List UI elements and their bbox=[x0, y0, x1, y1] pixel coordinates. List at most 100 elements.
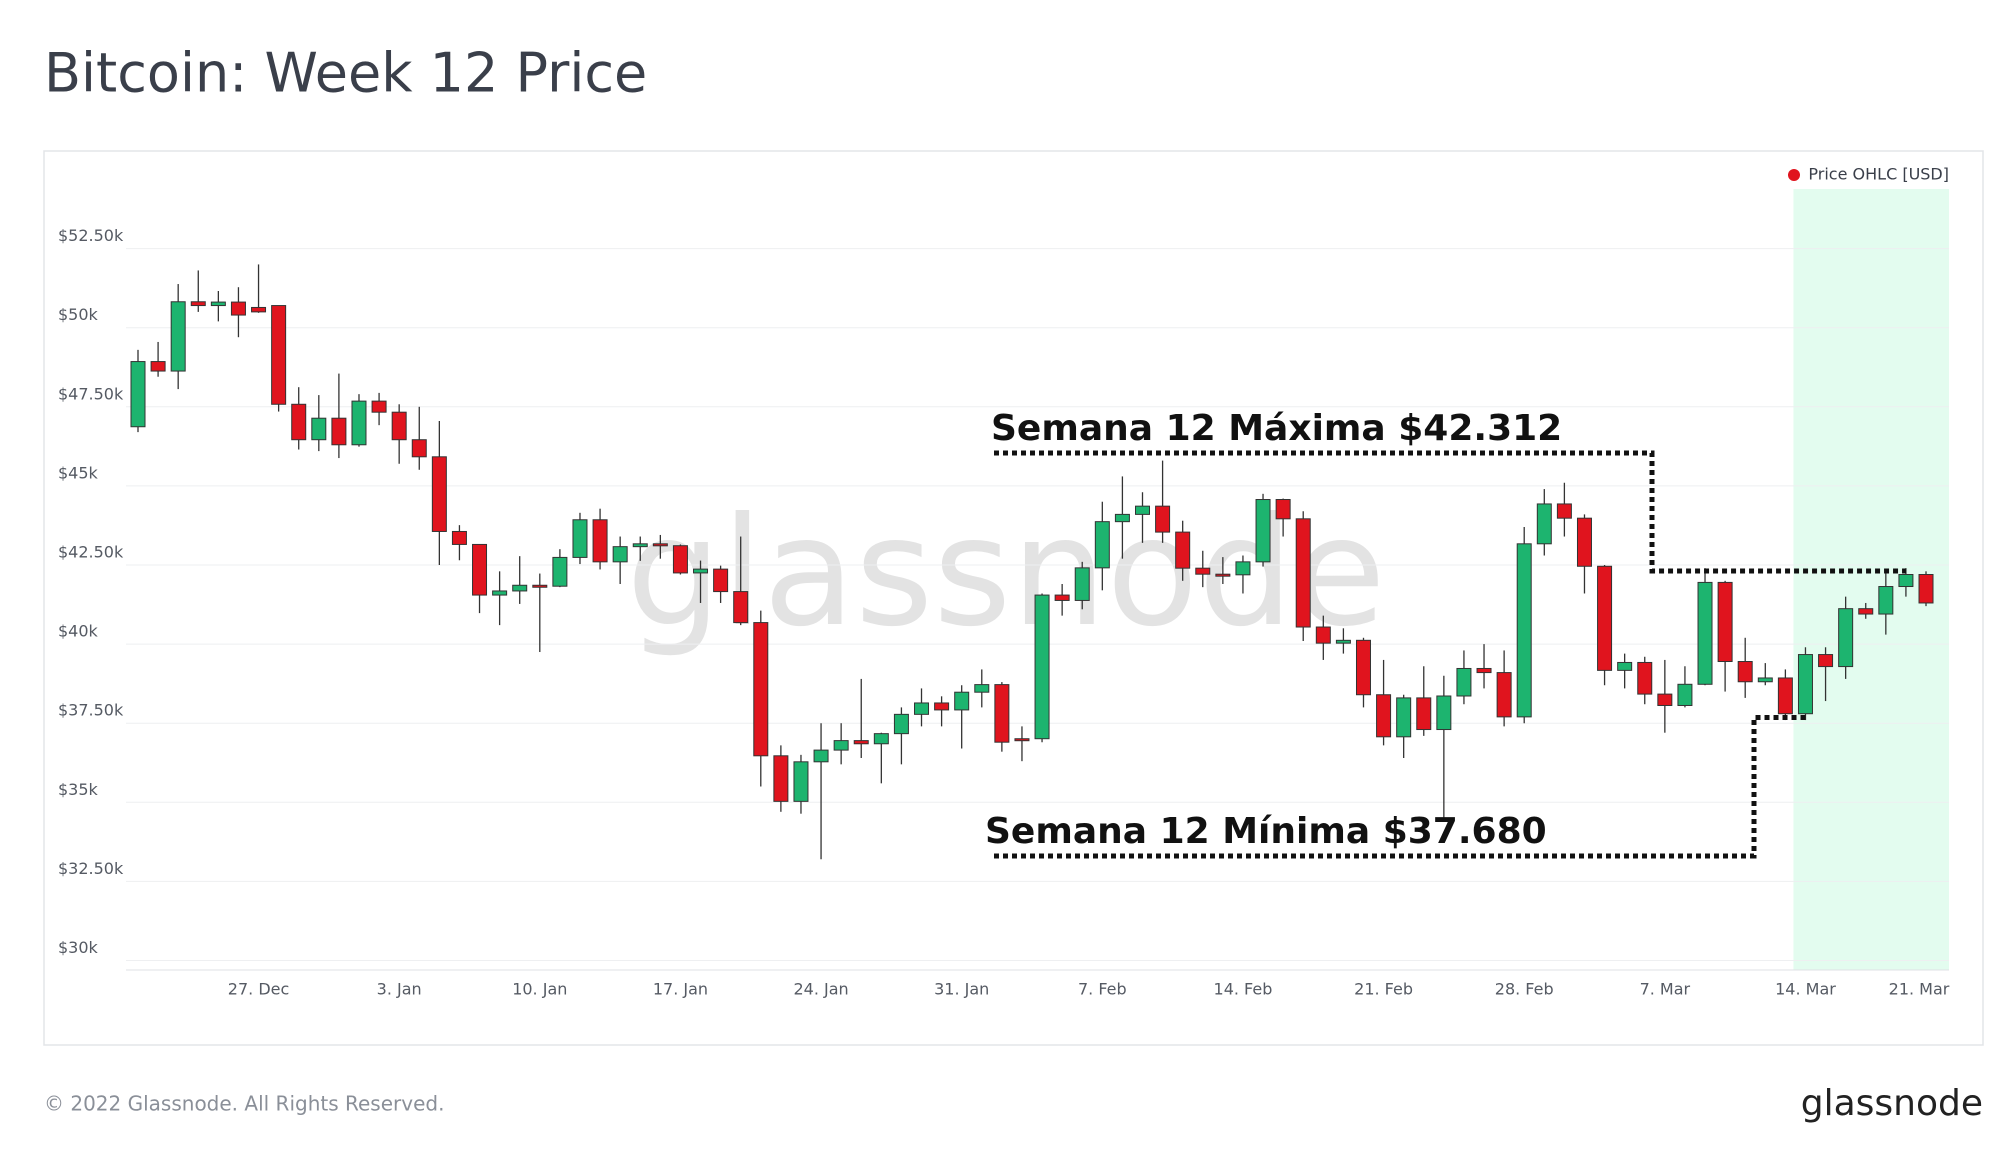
candle-body bbox=[1235, 561, 1251, 576]
candle-body bbox=[572, 519, 588, 558]
candle-body bbox=[431, 456, 447, 532]
y-tick-label: $52.50k bbox=[58, 226, 124, 245]
candle-body bbox=[351, 400, 367, 446]
x-tick-label: 7. Mar bbox=[1640, 980, 1691, 999]
candle-body bbox=[1617, 661, 1633, 671]
candle-body bbox=[1797, 654, 1813, 715]
candle-body bbox=[512, 584, 528, 592]
candle-body bbox=[1838, 608, 1854, 668]
candle-body bbox=[1175, 531, 1191, 569]
candle-body bbox=[1737, 661, 1753, 683]
candle-body bbox=[1818, 654, 1834, 668]
candle-body bbox=[632, 543, 648, 548]
candle-body bbox=[672, 545, 688, 574]
candle-body bbox=[552, 556, 568, 587]
candle-body bbox=[1436, 695, 1452, 731]
candle-body bbox=[291, 403, 307, 441]
y-tick-label: $37.50k bbox=[58, 701, 124, 720]
candle-body bbox=[1878, 586, 1894, 615]
candle-body bbox=[190, 301, 206, 307]
y-tick-label: $50k bbox=[58, 305, 99, 324]
candle-body bbox=[1114, 513, 1130, 523]
candle-body bbox=[652, 543, 668, 547]
candle-body bbox=[773, 755, 789, 802]
x-tick-label: 31. Jan bbox=[934, 980, 989, 999]
candle-body bbox=[1034, 594, 1050, 740]
x-tick-label: 21. Mar bbox=[1889, 980, 1950, 999]
candle-body bbox=[1657, 693, 1673, 706]
candle-body bbox=[693, 568, 709, 574]
candle-body bbox=[1074, 567, 1090, 601]
candle-body bbox=[1456, 667, 1472, 697]
candle-body bbox=[1677, 683, 1693, 706]
candle-body bbox=[1777, 677, 1793, 715]
candle-body bbox=[1094, 521, 1110, 569]
candle-body bbox=[1757, 677, 1773, 683]
candle-body bbox=[1516, 543, 1532, 718]
y-tick-label: $47.50k bbox=[58, 384, 124, 403]
candle-body bbox=[1556, 503, 1572, 519]
candle-body bbox=[934, 702, 950, 711]
y-tick-label: $40k bbox=[58, 622, 99, 641]
x-tick-label: 27. Dec bbox=[228, 980, 290, 999]
chart-frame bbox=[43, 150, 1984, 1046]
x-tick-label: 21. Feb bbox=[1354, 980, 1413, 999]
annotation-label: Semana 12 Máxima $42.312 bbox=[991, 408, 1562, 449]
footer: © 2022 Glassnode. All Rights Reserved. bbox=[44, 1092, 444, 1116]
candle-body bbox=[893, 713, 909, 735]
candle-body bbox=[813, 749, 829, 763]
logo: glassnode bbox=[1801, 1083, 1983, 1124]
candle-body bbox=[1476, 667, 1492, 674]
candle-body bbox=[130, 361, 146, 428]
candle-body bbox=[170, 301, 186, 372]
candle-body bbox=[1315, 626, 1331, 644]
candle-body bbox=[1496, 672, 1512, 718]
candle-body bbox=[954, 691, 970, 711]
candle-body bbox=[1275, 499, 1291, 520]
candle-body bbox=[1416, 697, 1432, 731]
candle-body bbox=[1195, 567, 1211, 575]
y-tick-label: $32.50k bbox=[58, 859, 124, 878]
candle-body bbox=[492, 590, 508, 596]
candle-body bbox=[974, 684, 990, 693]
candle-body bbox=[210, 301, 226, 307]
candle-body bbox=[251, 306, 267, 313]
candle-body bbox=[592, 519, 608, 563]
x-tick-label: 28. Feb bbox=[1495, 980, 1554, 999]
candle-body bbox=[1255, 499, 1271, 563]
candle-body bbox=[1396, 697, 1412, 738]
candle-body bbox=[1858, 608, 1874, 615]
candle-body bbox=[994, 684, 1010, 743]
y-tick-label: $30k bbox=[58, 938, 99, 957]
candle-body bbox=[1215, 573, 1231, 577]
candle-body bbox=[753, 622, 769, 757]
candle-body bbox=[1295, 518, 1311, 628]
candle-body bbox=[733, 591, 749, 624]
candle-body bbox=[311, 417, 327, 441]
x-tick-label: 24. Jan bbox=[793, 980, 848, 999]
candle-body bbox=[1576, 517, 1592, 567]
candle-body bbox=[271, 305, 287, 405]
candle-body bbox=[1054, 594, 1070, 601]
candle-body bbox=[1376, 694, 1392, 738]
legend-label: Price OHLC [USD] bbox=[1808, 165, 1949, 184]
annotation-line bbox=[994, 715, 1808, 859]
candle-body bbox=[1898, 574, 1914, 588]
legend-marker bbox=[1788, 169, 1800, 181]
annotation-label: Semana 12 Mínima $37.680 bbox=[985, 811, 1547, 852]
candle-body bbox=[612, 546, 628, 563]
x-tick-label: 17. Jan bbox=[653, 980, 708, 999]
x-tick-label: 3. Jan bbox=[377, 980, 422, 999]
y-tick-label: $45k bbox=[58, 463, 99, 482]
candle-body bbox=[472, 543, 488, 596]
x-tick-label: 7. Feb bbox=[1078, 980, 1127, 999]
candle-body bbox=[873, 733, 889, 745]
x-tick-label: 10. Jan bbox=[512, 980, 567, 999]
candle-body bbox=[793, 761, 809, 802]
candle-body bbox=[713, 568, 729, 593]
candle-body bbox=[411, 439, 427, 458]
x-tick-label: 14. Mar bbox=[1775, 980, 1836, 999]
candle-body bbox=[1918, 574, 1934, 604]
candle-body bbox=[1637, 661, 1653, 695]
